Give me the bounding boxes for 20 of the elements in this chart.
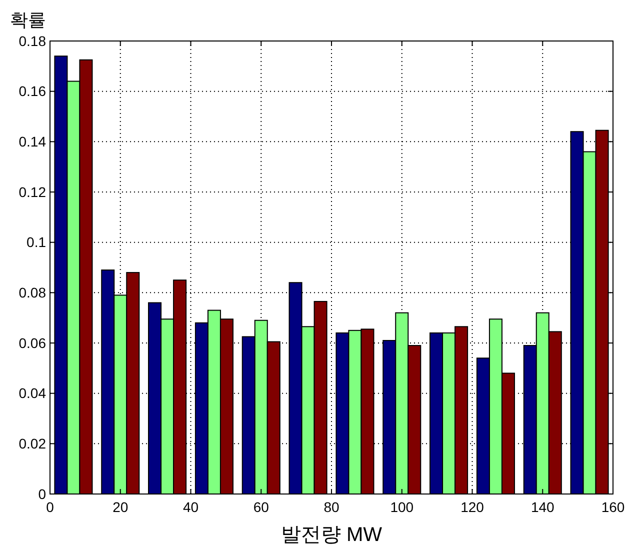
x-tick-label: 40	[182, 499, 199, 515]
x-tick-label: 60	[253, 499, 270, 515]
y-tick-label: 0.04	[18, 385, 46, 402]
y-tick-label: 0.12	[18, 184, 46, 200]
y-tick-label: 0.16	[18, 83, 46, 100]
y-tick-label: 0.02	[18, 436, 46, 452]
y-tick-label: 0.08	[18, 284, 46, 301]
y-tick-label: 0.1	[26, 234, 46, 250]
x-tick-label: 140	[530, 499, 555, 515]
y-axis-title: 확률	[10, 10, 46, 30]
y-tick-label: 0.06	[18, 334, 46, 351]
x-tick-label: 20	[112, 499, 128, 515]
y-tick-label: 0.14	[18, 134, 46, 150]
x-tick-label: 160	[601, 499, 625, 515]
x-tick-label: 100	[390, 499, 414, 515]
x-tick-label: 120	[460, 499, 484, 515]
y-tick-label: 0	[38, 486, 46, 502]
x-tick-label: 80	[324, 499, 340, 515]
x-axis-title: 발전량 MW	[280, 524, 382, 546]
y-tick-label: 0.18	[18, 32, 46, 49]
